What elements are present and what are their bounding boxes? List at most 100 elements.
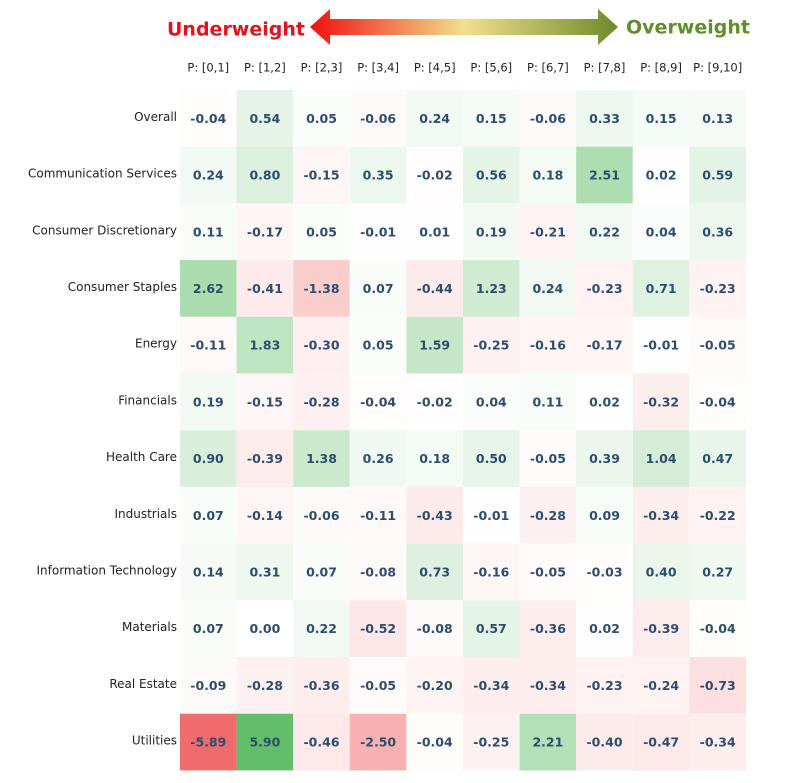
cell-value-label: 0.59 [702, 168, 733, 183]
heatmap-cell [689, 373, 746, 431]
heatmap-cell [632, 486, 690, 544]
cell-value-label: -0.16 [473, 564, 509, 579]
heatmap-cell [576, 373, 633, 431]
cell-value-label: 0.15 [476, 111, 507, 126]
heatmap-cell [236, 600, 294, 657]
cell-value-label: -0.01 [643, 338, 679, 353]
heatmap-cell [576, 90, 633, 147]
heatmap-cell [349, 90, 407, 147]
heatmap-cell [689, 90, 746, 147]
heatmap-cell [689, 657, 746, 714]
heatmap-cell [689, 146, 746, 204]
heatmap-cell [576, 203, 633, 261]
heatmap-cell [689, 486, 746, 544]
row-label: Health Care [106, 450, 177, 464]
cell-value-label: 0.05 [306, 111, 337, 126]
heatmap-cell [236, 90, 294, 147]
cell-value-label: -0.05 [360, 678, 396, 693]
heatmap-cell [293, 657, 350, 714]
heatmap-cell [463, 486, 520, 544]
heatmap-cell [519, 90, 577, 147]
column-label: P: [2,3] [301, 61, 343, 75]
heatmap-cell [632, 373, 690, 431]
cell-value-label: -0.73 [700, 678, 736, 693]
column-label: P: [0,1] [187, 61, 229, 75]
cell-value-label: -1.38 [303, 281, 339, 296]
cell-value-label: 0.18 [419, 451, 450, 466]
cell-value-label: 0.18 [532, 168, 563, 183]
cell-value-label: -0.41 [247, 281, 283, 296]
cell-value-label: 1.23 [476, 281, 507, 296]
legend-low: Underweight [167, 19, 305, 41]
heatmap-cell [406, 146, 463, 204]
heatmap-cell [463, 543, 520, 601]
row-label: Communication Services [28, 167, 177, 181]
heatmap-cell [519, 543, 577, 601]
cell-value-label: -2.50 [360, 735, 396, 750]
cell-value-label: -0.02 [417, 394, 453, 409]
row-label: Energy [135, 337, 177, 351]
cell-value-label: -0.21 [530, 224, 566, 239]
cell-value-label: -0.06 [303, 508, 339, 523]
cell-value-label: -0.23 [700, 281, 736, 296]
heatmap-cell [406, 486, 463, 544]
heatmap-cell [293, 486, 350, 544]
cell-value-label: -0.30 [303, 338, 339, 353]
cell-value-label: 0.07 [363, 281, 394, 296]
heatmap-cell [632, 260, 690, 317]
row-label: Financials [118, 393, 177, 407]
heatmap-cell [519, 203, 577, 261]
row-label: Overall [134, 110, 177, 124]
heatmap-cell [349, 657, 407, 714]
cell-value-label: -0.01 [473, 508, 509, 523]
heatmap-cell [349, 600, 407, 657]
cell-value-label: -0.04 [190, 111, 226, 126]
cell-value-label: 0.31 [249, 564, 280, 579]
cell-value-label: 2.62 [193, 281, 224, 296]
cell-value-label: -0.20 [417, 678, 453, 693]
heatmap-cell [689, 600, 746, 657]
heatmap-cell [180, 260, 237, 317]
cell-value-label: -0.15 [303, 168, 339, 183]
column-label: P: [3,4] [357, 61, 399, 75]
cell-value-label: 0.36 [702, 224, 733, 239]
cell-value-label: 0.40 [646, 564, 677, 579]
heatmap-cell [632, 146, 690, 204]
heatmap-cell [463, 713, 520, 771]
cell-value-label: 0.24 [419, 111, 450, 126]
heatmap-cell [180, 657, 237, 714]
heatmap-cell [576, 543, 633, 601]
heatmap-cell [463, 600, 520, 657]
heatmap-cell [463, 90, 520, 147]
cell-value-label: 1.83 [249, 338, 280, 353]
legend-high: Overweight [626, 17, 750, 39]
cell-value-label: 0.11 [193, 224, 224, 239]
heatmap-cell [576, 260, 633, 317]
cell-value-label: 0.00 [249, 621, 280, 636]
cell-value-label: -0.23 [586, 281, 622, 296]
cell-value-label: 0.15 [646, 111, 677, 126]
heatmap-cell [519, 430, 577, 487]
heatmap-cell [689, 430, 746, 487]
heatmap-cell [576, 713, 633, 771]
cell-value-label: -0.06 [530, 111, 566, 126]
heatmap-cell [349, 713, 407, 771]
cell-value-label: 0.19 [476, 224, 507, 239]
heatmap-cell [349, 260, 407, 317]
direction-arrow [310, 9, 618, 45]
heatmap-cell [689, 316, 746, 374]
heatmap-cell [180, 713, 237, 771]
cell-value-label: 0.24 [532, 281, 563, 296]
column-label: P: [4,5] [414, 61, 456, 75]
row-label: Materials [122, 620, 177, 634]
cell-value-label: 0.09 [589, 508, 620, 523]
heatmap-cell [349, 316, 407, 374]
cell-value-label: 0.54 [249, 111, 280, 126]
cell-value-label: 0.80 [249, 168, 280, 183]
cell-value-label: -0.43 [417, 508, 453, 523]
cell-value-label: 0.57 [476, 621, 507, 636]
heatmap-cell [406, 373, 463, 431]
cell-value-label: -0.01 [360, 224, 396, 239]
cell-value-label: -0.44 [417, 281, 453, 296]
